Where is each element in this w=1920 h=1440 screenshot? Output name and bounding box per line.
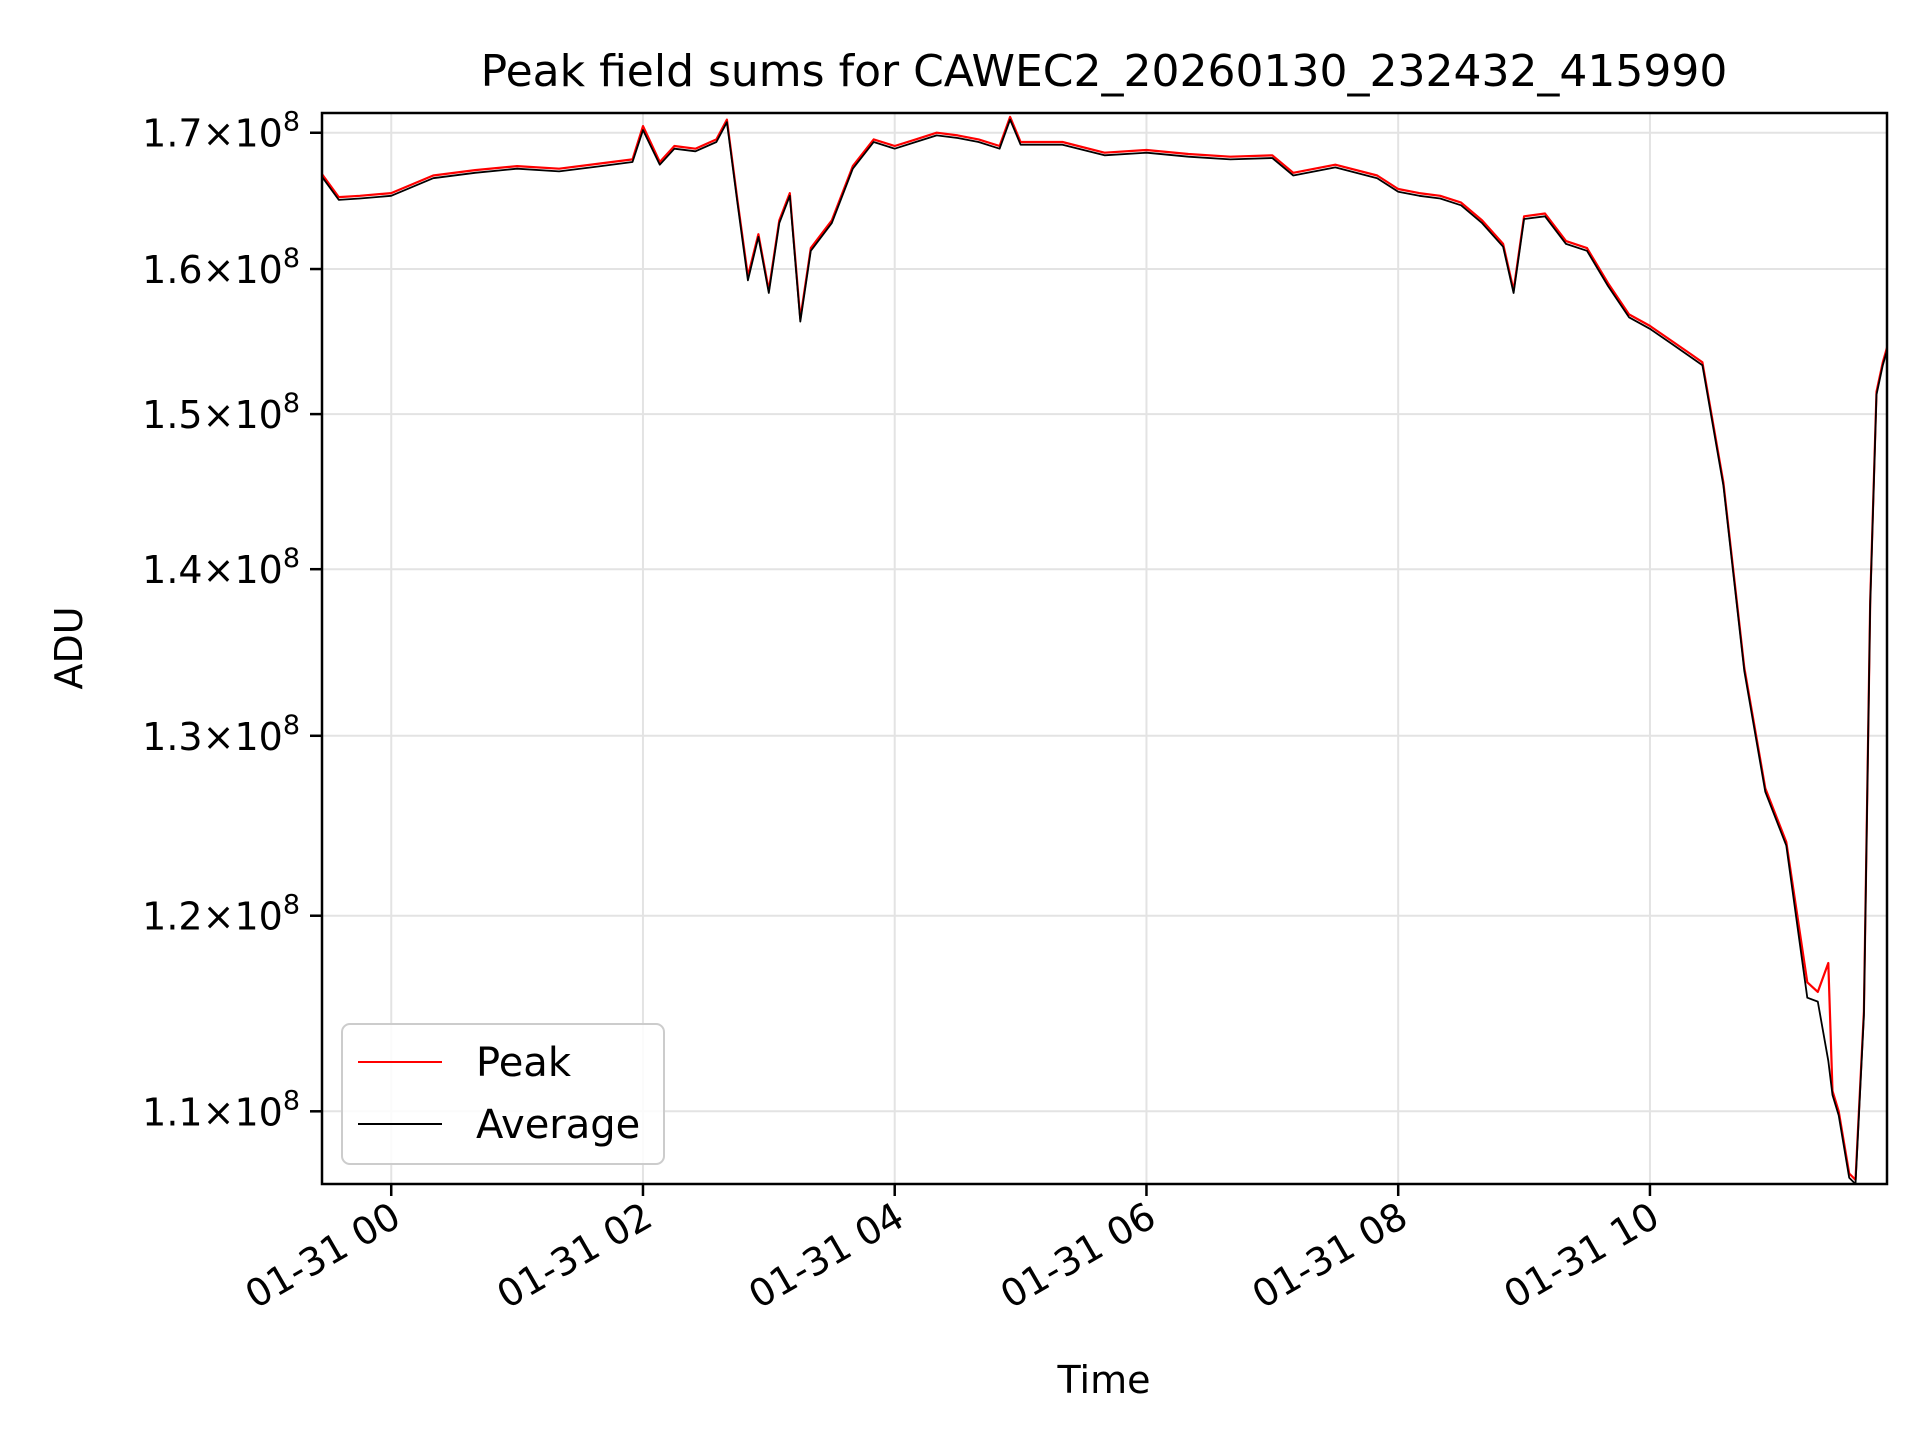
y-tick-label: 1.7×108 xyxy=(142,107,300,156)
series-line-average xyxy=(321,118,1888,1185)
x-tick-label: 01-31 04 xyxy=(741,1194,911,1318)
y-tick-exponent: 8 xyxy=(283,243,300,274)
y-axis-label: ADU xyxy=(47,606,91,689)
y-tick-times: ×10 xyxy=(203,1090,283,1134)
legend: Peak Average xyxy=(341,1023,665,1165)
y-tick-mantissa: 1.7 xyxy=(142,112,202,156)
x-axis-label: Time xyxy=(1057,1358,1151,1402)
y-tick-exponent: 8 xyxy=(283,107,300,138)
y-tick-exponent: 8 xyxy=(283,1085,300,1116)
series-layer xyxy=(321,115,1889,1185)
plot-frame xyxy=(320,111,1889,1186)
y-tick-mantissa: 1.6 xyxy=(142,248,202,292)
y-tick-mantissa: 1.1 xyxy=(142,1090,202,1134)
y-tick-mantissa: 1.5 xyxy=(142,393,202,437)
y-tick-label: 1.1×108 xyxy=(142,1085,300,1134)
y-tick-label: 1.6×108 xyxy=(142,243,300,292)
grid xyxy=(322,113,1887,1184)
x-axis: 01-31 00 01-31 02 01-31 04 01-31 06 01-31 08… xyxy=(238,1184,1666,1318)
legend-label-peak: Peak xyxy=(476,1040,572,1086)
series-line-peak xyxy=(321,115,1889,1181)
y-axis: 1.1×1081.2×1081.3×1081.4×1081.5×1081.6×1… xyxy=(142,107,322,1134)
y-tick-label: 1.4×108 xyxy=(142,543,300,592)
y-tick-times: ×10 xyxy=(203,393,283,437)
y-tick-mantissa: 1.2 xyxy=(142,895,202,939)
x-tick-label: 01-31 08 xyxy=(1245,1194,1415,1318)
x-tick-label: 01-31 02 xyxy=(490,1194,660,1318)
x-tick-label: 01-31 10 xyxy=(1496,1194,1666,1318)
y-tick-mantissa: 1.4 xyxy=(142,548,202,592)
legend-label-average: Average xyxy=(476,1102,640,1148)
y-tick-label: 1.5×108 xyxy=(142,388,300,437)
y-tick-exponent: 8 xyxy=(283,890,300,921)
legend-box xyxy=(341,1023,665,1165)
y-tick-mantissa: 1.3 xyxy=(142,715,202,759)
y-tick-label: 1.3×108 xyxy=(142,710,300,759)
y-tick-times: ×10 xyxy=(203,112,283,156)
y-tick-times: ×10 xyxy=(203,715,283,759)
y-tick-times: ×10 xyxy=(203,895,283,939)
y-tick-exponent: 8 xyxy=(283,543,300,574)
x-tick-label: 01-31 00 xyxy=(238,1194,408,1318)
x-tick-label: 01-31 06 xyxy=(993,1194,1163,1318)
chart-title: Peak field sums for CAWEC2_20260130_2324… xyxy=(481,46,1728,97)
y-tick-label: 1.2×108 xyxy=(142,890,300,939)
y-tick-times: ×10 xyxy=(203,548,283,592)
y-tick-times: ×10 xyxy=(203,248,283,292)
y-tick-exponent: 8 xyxy=(283,388,300,419)
y-tick-exponent: 8 xyxy=(283,710,300,741)
